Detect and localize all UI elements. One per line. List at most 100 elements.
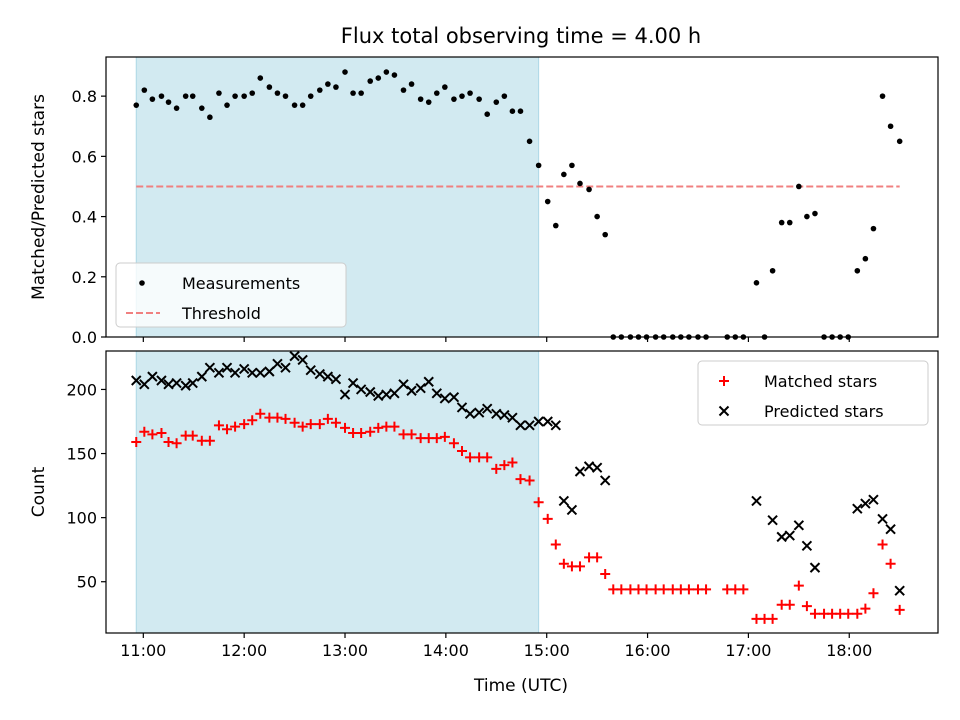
matched-stars-point <box>641 584 652 595</box>
matched-stars-point <box>558 558 569 569</box>
measurements-point <box>257 75 264 81</box>
legend-box <box>697 360 929 426</box>
y-tick-label: 0.4 <box>72 208 97 227</box>
matched-stars-point <box>406 429 417 440</box>
measurements-point <box>484 111 491 118</box>
measurements-point <box>333 84 339 90</box>
measurements-point <box>141 87 148 93</box>
matched-stars-point <box>894 604 905 615</box>
measurements-point <box>350 90 356 96</box>
measurements-point <box>796 183 802 190</box>
predicted-stars-point <box>515 420 526 431</box>
measurements-point <box>577 180 583 187</box>
matched-stars-point <box>658 584 669 595</box>
legend-marker <box>718 405 730 417</box>
matched-stars-point <box>247 415 258 426</box>
matched-stars-point <box>507 457 518 468</box>
predicted-stars-point <box>156 375 167 386</box>
matched-stars-point <box>801 601 812 612</box>
matched-stars-point <box>131 437 142 448</box>
measurements-point <box>476 96 482 102</box>
measurements-point <box>241 93 247 99</box>
matched-stars-point <box>147 429 158 440</box>
predicted-stars-point <box>868 494 879 505</box>
panel-ratio: 0.00.20.40.60.8 Matched/Predicted stars … <box>29 56 939 347</box>
measurements-point <box>189 93 196 99</box>
ratio-axes-frame <box>105 56 939 338</box>
measurements-point <box>391 72 398 78</box>
matched-stars-point <box>793 580 804 591</box>
matched-stars-point <box>524 475 535 486</box>
predicted-stars-point <box>852 503 863 514</box>
y-tick-label: 150 <box>66 445 97 464</box>
measurements-point <box>552 222 559 229</box>
predicted-stars-point <box>373 390 384 402</box>
matched-stars-point <box>860 603 871 614</box>
legend-marker <box>719 376 729 386</box>
matched-stars-point <box>448 438 459 449</box>
predicted-stars-point <box>574 466 586 477</box>
measurements-point <box>325 81 331 87</box>
predicted-stars-point <box>314 368 326 380</box>
predicted-stars-point <box>507 412 518 423</box>
predicted-stars-point <box>381 389 392 400</box>
predicted-stars-point <box>264 366 275 377</box>
measurements-point <box>224 102 230 108</box>
measurements-point <box>459 93 465 99</box>
matched-stars-point <box>297 421 308 432</box>
x-tick-label: 14:00 <box>423 641 469 660</box>
predicted-stars-point <box>131 375 142 386</box>
matched-stars-point <box>239 419 250 430</box>
measurements-point <box>433 90 440 96</box>
matched-stars-point <box>289 417 300 428</box>
matched-stars-point <box>843 608 854 619</box>
measurements-point <box>182 93 189 99</box>
ratio-y-axis-label: Matched/Predicted stars <box>29 94 49 300</box>
measurements-point <box>753 280 760 286</box>
predicted-stars-point <box>423 376 434 387</box>
x-tick-label: 18:00 <box>826 641 872 660</box>
matched-stars-point <box>163 437 174 448</box>
predicted-stars-point <box>591 462 603 473</box>
counts-axes-frame <box>105 350 939 634</box>
measurements-point <box>569 162 575 169</box>
predicted-stars-point <box>767 514 778 526</box>
predicted-stars-point <box>180 380 191 391</box>
measurements-point <box>274 90 281 96</box>
legend-label: Matched stars <box>764 372 877 391</box>
predicted-stars-point <box>247 367 258 378</box>
legend-label: Threshold <box>181 304 261 323</box>
predicted-stars-point <box>221 362 233 373</box>
predicted-stars-point <box>139 379 150 390</box>
measurements-point <box>282 93 289 99</box>
predicted-stars-point <box>456 402 468 413</box>
predicted-stars-point <box>448 391 460 403</box>
x-tick-label: 12:00 <box>221 641 267 660</box>
predicted-stars-point <box>213 367 225 378</box>
predicted-stars-point <box>473 407 485 418</box>
measurements-point <box>299 102 306 108</box>
measurements-point <box>133 102 140 108</box>
x-tick-label: 11:00 <box>120 641 166 660</box>
measurements-point <box>544 198 551 205</box>
predicted-stars-point <box>163 379 174 390</box>
measurements-point <box>342 69 348 75</box>
y-tick-label: 0.0 <box>72 328 97 347</box>
ratio-x-ticks <box>142 337 850 342</box>
y-tick-label: 0.8 <box>72 87 97 106</box>
measurements-point <box>375 75 382 81</box>
measurements-point <box>561 171 567 178</box>
matched-stars-point <box>156 428 167 439</box>
predicted-stars-point <box>330 373 342 385</box>
legend-label: Measurements <box>182 274 300 293</box>
matched-stars-point <box>330 417 341 428</box>
measurements-point <box>879 93 886 99</box>
predicted-stars-point <box>272 358 283 370</box>
predicted-stars-point <box>784 530 795 541</box>
predicted-stars-point <box>885 523 896 535</box>
observing-window-shade-bottom <box>135 350 540 634</box>
matched-stars-point <box>456 445 467 456</box>
measurements-point <box>778 219 785 226</box>
measurements-point <box>786 219 793 226</box>
